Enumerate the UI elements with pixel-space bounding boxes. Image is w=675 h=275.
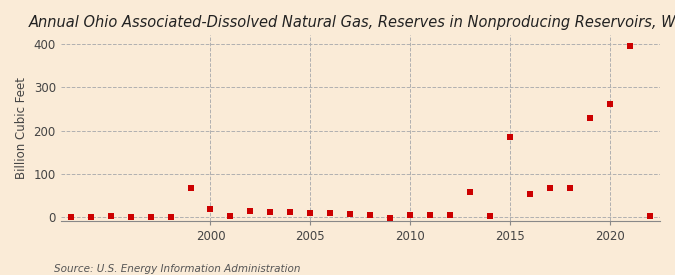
Point <box>105 214 116 218</box>
Point <box>405 213 416 218</box>
Point <box>185 186 196 190</box>
Point <box>624 44 635 48</box>
Point <box>245 209 256 213</box>
Point <box>85 215 96 219</box>
Point <box>585 116 595 121</box>
Point <box>265 209 276 214</box>
Y-axis label: Billion Cubic Feet: Billion Cubic Feet <box>15 77 28 179</box>
Point <box>545 186 556 190</box>
Point <box>524 192 535 196</box>
Point <box>285 210 296 214</box>
Point <box>445 213 456 217</box>
Point <box>225 214 236 218</box>
Point <box>125 214 136 219</box>
Point <box>465 190 476 194</box>
Point <box>345 211 356 216</box>
Point <box>385 215 396 220</box>
Point <box>425 213 435 218</box>
Point <box>325 211 335 215</box>
Point <box>485 214 495 218</box>
Point <box>565 186 576 190</box>
Point <box>145 214 156 219</box>
Point <box>645 214 655 218</box>
Point <box>205 207 216 211</box>
Point <box>505 135 516 139</box>
Point <box>305 211 316 215</box>
Title: Annual Ohio Associated-Dissolved Natural Gas, Reserves in Nonproducing Reservoir: Annual Ohio Associated-Dissolved Natural… <box>29 15 675 30</box>
Point <box>365 213 376 218</box>
Point <box>165 214 176 219</box>
Point <box>605 101 616 106</box>
Text: Source: U.S. Energy Information Administration: Source: U.S. Energy Information Administ… <box>54 264 300 274</box>
Point <box>65 214 76 219</box>
